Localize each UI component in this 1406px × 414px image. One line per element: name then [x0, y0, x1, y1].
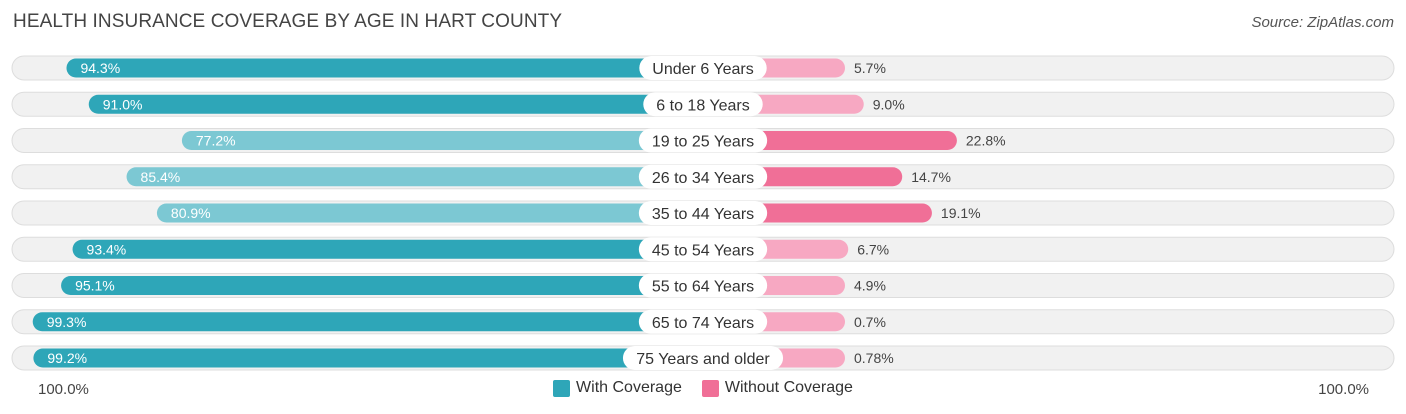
category-pill-75-years-and-older — [622, 346, 784, 370]
value-with-coverage-75-years-and-older: 99.2% — [47, 350, 87, 366]
bar-with-coverage-26-to-34-years — [126, 167, 704, 187]
value-with-coverage-45-to-54-years: 93.4% — [87, 241, 127, 257]
legend-label-with: With Coverage — [576, 379, 682, 396]
axis-right-label: 100.0% — [1318, 381, 1369, 398]
category-pill-65-to-74-years — [638, 309, 768, 334]
category-label-19-to-25-years: 19 to 25 Years — [652, 134, 754, 151]
value-without-coverage-19-to-25-years: 22.8% — [966, 133, 1006, 149]
category-label-under-6-years: Under 6 Years — [652, 61, 753, 78]
source-note: Source: ZipAtlas.com — [1251, 14, 1394, 31]
bar-with-coverage-under-6-years — [66, 58, 704, 78]
category-pill-under-6-years — [639, 56, 767, 80]
bar-with-coverage-75-years-and-older — [33, 348, 703, 368]
category-pill-45-to-54-years — [638, 237, 768, 262]
category-label-6-to-18-years: 6 to 18 Years — [656, 97, 749, 114]
legend-item-with-coverage: With Coverage — [553, 379, 682, 397]
value-without-coverage-35-to-44-years: 19.1% — [941, 205, 981, 221]
value-with-coverage-19-to-25-years: 77.2% — [196, 133, 236, 149]
category-pill-26-to-34-years — [638, 164, 768, 189]
bar-with-coverage-6-to-18-years — [88, 94, 703, 114]
value-without-coverage-6-to-18-years: 9.0% — [873, 96, 905, 112]
bar-with-coverage-55-to-64-years — [61, 276, 703, 295]
bar-with-coverage-45-to-54-years — [72, 239, 704, 259]
value-without-coverage-75-years-and-older: 0.78% — [854, 350, 894, 366]
value-without-coverage-26-to-34-years: 14.7% — [911, 169, 951, 185]
bar-with-coverage-35-to-44-years — [156, 203, 704, 223]
legend: With Coverage Without Coverage — [0, 379, 1406, 397]
category-pill-55-to-64-years — [638, 273, 768, 298]
legend-swatch-with — [553, 379, 571, 397]
value-without-coverage-65-to-74-years: 0.7% — [854, 314, 886, 330]
chart-title: HEALTH INSURANCE COVERAGE BY AGE IN HART… — [13, 11, 563, 32]
category-label-65-to-74-years: 65 to 74 Years — [652, 315, 754, 332]
legend-swatch-without — [701, 379, 719, 397]
category-label-26-to-34-years: 26 to 34 Years — [652, 170, 754, 187]
category-pill-35-to-44-years — [638, 201, 768, 225]
bar-with-coverage-65-to-74-years — [32, 312, 704, 332]
value-with-coverage-35-to-44-years: 80.9% — [171, 205, 211, 221]
value-without-coverage-under-6-years: 5.7% — [854, 60, 886, 76]
value-without-coverage-55-to-64-years: 4.9% — [854, 278, 886, 294]
category-label-45-to-54-years: 45 to 54 Years — [652, 242, 754, 259]
value-without-coverage-45-to-54-years: 6.7% — [857, 241, 889, 257]
value-with-coverage-55-to-64-years: 95.1% — [75, 278, 115, 294]
category-pill-6-to-18-years — [643, 92, 763, 117]
bar-without-coverage-19-to-25-years — [703, 131, 957, 150]
category-pill-19-to-25-years — [638, 128, 768, 153]
value-with-coverage-65-to-74-years: 99.3% — [47, 314, 87, 330]
value-with-coverage-under-6-years: 94.3% — [80, 60, 120, 76]
value-with-coverage-6-to-18-years: 91.0% — [103, 96, 143, 112]
axis-left-label: 100.0% — [38, 381, 89, 398]
value-with-coverage-26-to-34-years: 85.4% — [141, 169, 181, 185]
category-label-55-to-64-years: 55 to 64 Years — [652, 279, 754, 296]
category-label-35-to-44-years: 35 to 44 Years — [652, 206, 754, 223]
legend-item-without-coverage: Without Coverage — [701, 379, 853, 397]
category-label-75-years-and-older: 75 Years and older — [636, 351, 770, 368]
bar-with-coverage-19-to-25-years — [181, 131, 703, 150]
legend-label-without: Without Coverage — [724, 379, 853, 396]
